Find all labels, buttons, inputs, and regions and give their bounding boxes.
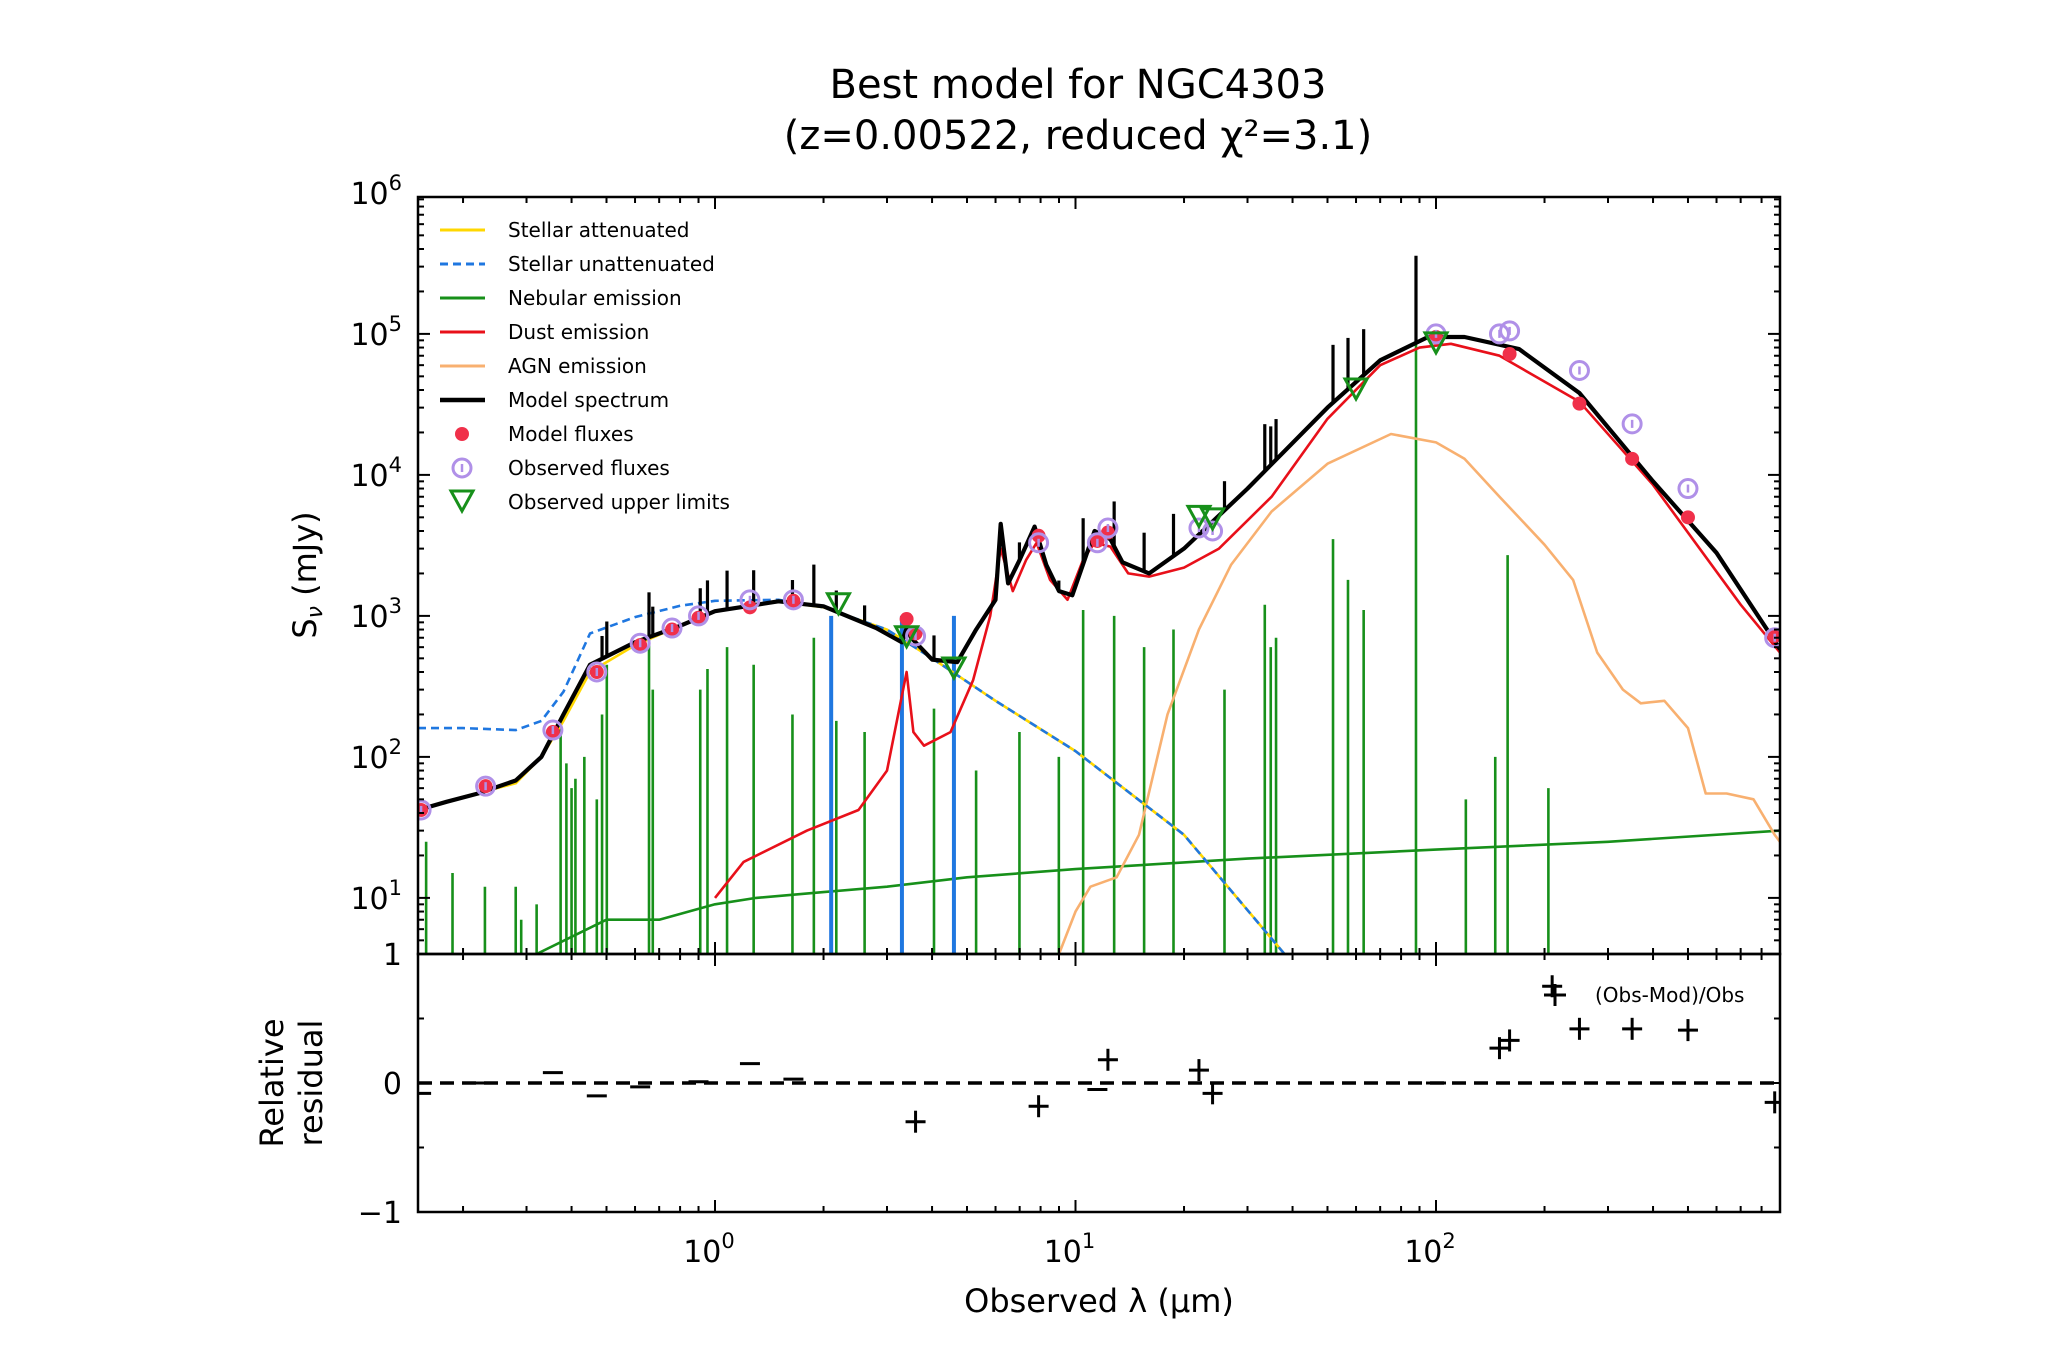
nebular-continuum-line (536, 829, 1780, 954)
dust-emission-line (713, 342, 1780, 899)
legend: Stellar attenuated Stellar unattenuated Ne… (440, 218, 730, 515)
chart-title: Best model for NGC4303 (830, 62, 1327, 108)
residual-tick-label: −1 (358, 1196, 402, 1231)
observed-flux-point (1028, 532, 1050, 554)
legend-swatch (455, 427, 469, 441)
legend-label: Dust emission (508, 320, 649, 344)
model-flux-point (1625, 451, 1640, 466)
legend-swatch (448, 489, 476, 515)
legend-label: Observed fluxes (508, 456, 670, 480)
upper-limit-marker (1342, 377, 1370, 403)
y-tick-label: 104 (350, 453, 402, 494)
chart-subtitle: (z=0.00522, reduced χ²=3.1) (784, 113, 1372, 159)
model-flux-point (899, 612, 914, 627)
observed-flux-point (782, 589, 804, 611)
observed-flux-point (475, 775, 497, 797)
legend-label: Nebular emission (508, 286, 682, 310)
legend-label: Stellar attenuated (508, 218, 689, 242)
y-tick-label-bottom: 1 (383, 938, 402, 973)
residual-legend: (Obs-Mod)/Obs (1544, 983, 1744, 1007)
stellar-unattenuated-line (418, 598, 1286, 954)
y-tick-label: 101 (350, 876, 402, 917)
legend-label: Observed upper limits (508, 490, 730, 514)
legend-label: Model spectrum (508, 388, 669, 412)
model-flux-point (1031, 528, 1046, 543)
model-spectrum-line (418, 334, 1780, 813)
legend-label: Stellar unattenuated (508, 252, 715, 276)
upper-limit-marker (893, 625, 921, 650)
model-flux-point (1572, 396, 1587, 411)
observed-flux-point (1188, 517, 1210, 539)
residual-tick-label: 0 (383, 1067, 402, 1102)
observed-flux-point (1086, 532, 1108, 554)
observed-flux-point (629, 632, 651, 654)
model-flux-point (1502, 347, 1517, 362)
y-tick-label: 103 (350, 594, 402, 635)
observed-flux-point (1677, 478, 1699, 500)
axes: 100 101 102 106 105 104 103 102 101 1 0 −1 (350, 171, 1781, 1270)
observed-flux-point (542, 719, 564, 741)
observed-flux-point (688, 605, 710, 627)
legend-label: AGN emission (508, 354, 647, 378)
upper-limit-marker (824, 592, 852, 617)
observed-flux-point (661, 617, 683, 639)
residual-legend-label: (Obs-Mod)/Obs (1595, 983, 1744, 1007)
observed-flux-point (586, 661, 608, 683)
observed-flux-point (1621, 413, 1643, 435)
upper-limit-marker (1422, 331, 1450, 356)
observed-flux-point (418, 799, 432, 821)
observed-flux-point (739, 589, 761, 611)
y-tick-label: 105 (350, 312, 402, 353)
model-flux-point (1680, 510, 1695, 525)
main-plot-series (418, 255, 1780, 954)
upper-limit-marker (940, 656, 968, 682)
observed-flux-point (1499, 320, 1521, 342)
agn-emission-line (1057, 432, 1780, 954)
observed-flux-point (1568, 359, 1590, 381)
observed-flux-point (1202, 520, 1224, 542)
y-axis-label: Sν (mJy) (286, 511, 328, 638)
y-tick-label: 102 (350, 735, 402, 776)
residual-plot-series (418, 975, 1780, 1133)
y-tick-label: 106 (350, 171, 402, 212)
x-tick-label: 101 (1044, 1229, 1096, 1270)
x-tick-label: 102 (1404, 1229, 1456, 1270)
legend-label: Model fluxes (508, 422, 634, 446)
stellar-attenuated-line (418, 600, 1286, 954)
x-tick-label: 100 (683, 1229, 735, 1270)
legend-swatch (451, 457, 473, 479)
upper-limit-marker (1199, 507, 1227, 532)
residual-y-label-line1: Relative (253, 1018, 291, 1147)
residual-y-label-line2: residual (292, 1020, 330, 1147)
main-plot-frame (416, 195, 1782, 956)
observed-flux-point (1097, 517, 1119, 539)
x-axis-label: Observed λ (μm) (964, 1282, 1234, 1320)
